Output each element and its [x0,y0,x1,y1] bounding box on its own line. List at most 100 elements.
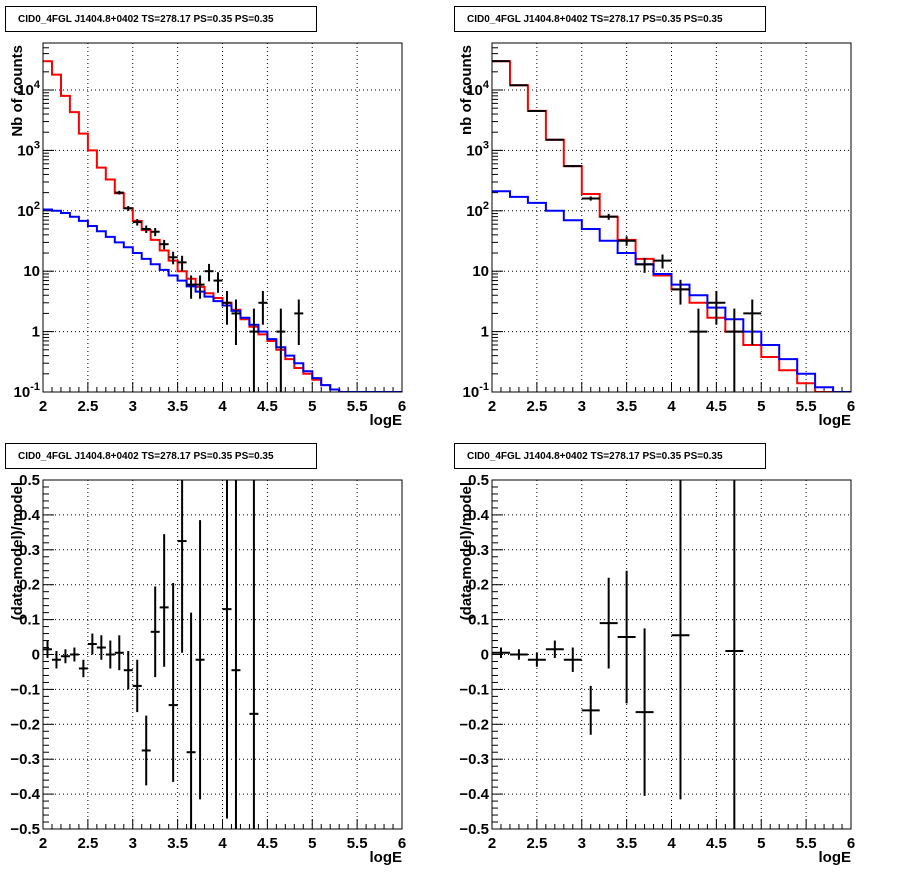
data-point [142,716,151,786]
data-point [618,571,636,704]
data-point [169,583,178,782]
y-tick-exponent: 2 [483,200,489,212]
x-tick-label: 2 [488,835,496,852]
data-point [151,228,160,236]
data-point [61,649,70,663]
data-point [582,196,600,200]
x-tick-label: 2.5 [526,398,547,415]
data-point [169,252,178,265]
data-point [743,299,761,345]
y-tick-label: −0.1 [10,681,40,698]
y-axis-title: (data-model)/model [458,482,475,620]
data-point [52,651,61,668]
data-point [258,291,267,325]
y-tick-exponent: 3 [34,139,40,151]
x-tick-label: 2 [39,835,47,852]
plot-area [492,480,743,829]
y-tick-label: −0.3 [10,751,40,768]
data-point [178,480,187,653]
y-tick-base: 10 [463,384,480,401]
data-point [133,660,142,712]
x-tick-label: 3.5 [167,835,188,852]
y-tick-label: 0 [481,647,489,664]
data-point [142,226,151,233]
x-tick-label: 4 [218,398,227,415]
data-point [43,641,52,658]
data-point [160,534,169,667]
x-tick-label: 5.5 [796,835,817,852]
x-tick-label: 3 [129,398,137,415]
y-axis-title: Nb of counts [9,45,26,137]
x-tick-label: 2.5 [77,835,98,852]
data-point [178,256,187,271]
y-tick-exponent: -1 [479,381,489,393]
x-tick-label: 5 [308,398,316,415]
data-point [187,613,196,829]
plot-area [43,61,402,392]
y-tick-label: 102 [17,200,40,220]
grid [492,480,851,829]
plot-title: CID0_4FGL J1404.8+0402 TS=278.17 PS=0.35… [5,6,317,32]
x-tick-label: 5 [757,835,765,852]
data-point [231,299,240,345]
x-axis-title: logE [819,849,852,866]
x-tick-label: 4.5 [706,835,727,852]
y-tick-label: 103 [466,139,489,159]
x-tick-label: 3.5 [616,835,637,852]
model-histogram [43,210,402,393]
data-point [223,291,232,325]
data-point [618,236,636,245]
data-point [115,635,124,670]
x-tick-label: 2.5 [526,835,547,852]
x-tick-label: 4.5 [706,398,727,415]
x-tick-label: 4 [218,835,227,852]
data-point [672,280,690,305]
x-axis-title: logE [370,849,403,866]
grid [43,43,402,392]
data-point [70,648,79,662]
x-tick-label: 4.5 [257,835,278,852]
x-tick-label: 5 [757,398,765,415]
data-point [249,309,258,392]
y-tick-label: 0 [32,647,40,664]
data-point [689,309,707,392]
data-point [654,255,672,269]
y-tick-exponent: 4 [483,79,490,91]
plot-area [43,480,258,829]
grid [43,480,402,829]
x-tick-label: 5.5 [347,398,368,415]
y-tick-base: 10 [466,203,483,220]
data-point [636,258,654,273]
y-tick-exponent: -1 [30,381,40,393]
x-tick-label: 3 [578,398,586,415]
data-point [196,520,205,799]
y-tick-label: −0.3 [459,751,489,768]
x-tick-label: 5 [308,835,316,852]
data-point [160,240,169,249]
y-tick-label: 102 [466,200,489,220]
x-tick-label: 4 [667,835,676,852]
data-point [151,586,160,677]
y-tick-exponent: 3 [483,139,489,151]
x-tick-label: 4 [667,398,676,415]
y-tick-label: 1 [32,324,40,341]
data-point [672,480,690,799]
x-tick-label: 3.5 [167,398,188,415]
data-point [88,634,97,655]
data-point [492,648,510,658]
y-tick-label: 10 [472,263,489,280]
data-point [725,309,743,392]
y-tick-label: −0.4 [10,786,40,803]
y-tick-label: −0.2 [459,716,489,733]
plot-title: CID0_4FGL J1404.8+0402 TS=278.17 PS=0.35… [454,6,766,32]
data-point [546,139,564,140]
y-tick-label: −0.1 [459,681,489,698]
x-tick-label: 2 [488,398,496,415]
